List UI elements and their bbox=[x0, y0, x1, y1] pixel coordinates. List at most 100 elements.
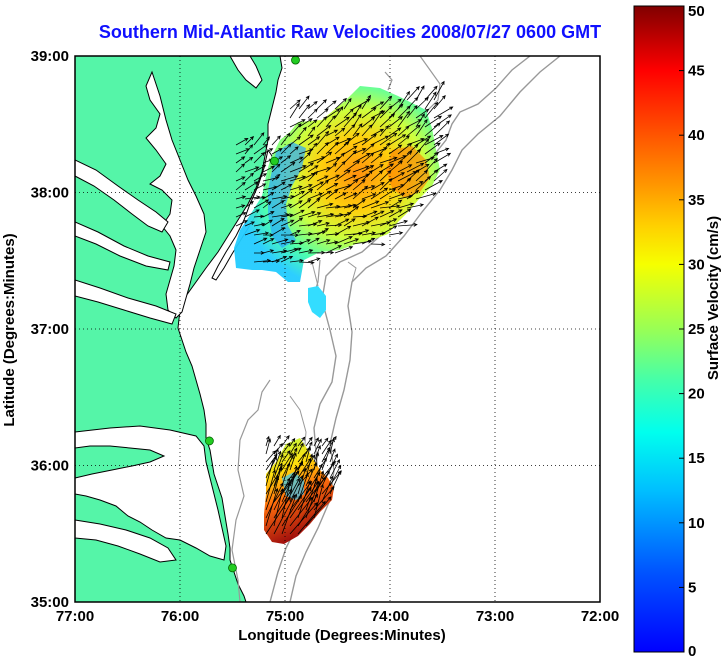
x-axis-ticks: 77:00 76:00 75:00 74:00 73:00 72:00 bbox=[56, 608, 619, 625]
velocity-vector bbox=[262, 148, 274, 155]
y-tick-label: 38:00 bbox=[31, 185, 69, 202]
rappahannock-river bbox=[75, 221, 171, 271]
velocity-vector bbox=[361, 107, 377, 119]
velocity-vector bbox=[370, 164, 384, 173]
colorbar-tick-label: 35 bbox=[688, 192, 705, 209]
velocity-vector bbox=[329, 437, 335, 455]
velocity-vector bbox=[235, 137, 249, 146]
x-tick-label: 72:00 bbox=[581, 608, 619, 625]
velocity-vector bbox=[352, 229, 370, 236]
velocity-vector bbox=[388, 192, 406, 200]
velocity-vector bbox=[334, 127, 346, 137]
velocity-vector bbox=[289, 460, 304, 487]
velocity-vector bbox=[289, 156, 304, 164]
velocity-vector bbox=[316, 116, 328, 128]
velocity-vector bbox=[397, 105, 411, 119]
velocity-vector bbox=[343, 160, 361, 173]
map-title: Southern Mid-Atlantic Raw Velocities 200… bbox=[98, 22, 602, 42]
velocity-vector bbox=[262, 219, 273, 227]
colorbar-tick-label: 40 bbox=[688, 127, 705, 144]
velocity-vector bbox=[271, 181, 286, 191]
velocity-vector bbox=[280, 239, 296, 245]
velocity-vector bbox=[307, 170, 319, 182]
velocity-vector bbox=[406, 104, 418, 119]
velocity-vector bbox=[253, 173, 267, 182]
velocity-vector bbox=[298, 126, 307, 137]
velocity-vector bbox=[379, 132, 398, 146]
velocity-vector bbox=[281, 450, 291, 463]
velocity-vector bbox=[388, 231, 404, 236]
velocity-vector bbox=[397, 202, 415, 209]
velocity-vector bbox=[424, 142, 441, 155]
velocity-vector bbox=[265, 482, 284, 519]
velocity-vector bbox=[305, 436, 313, 447]
x-tick-label: 73:00 bbox=[476, 608, 514, 625]
velocity-vector bbox=[297, 500, 326, 535]
velocity-vector bbox=[388, 103, 404, 119]
velocity-vector bbox=[235, 176, 246, 182]
velocity-vector bbox=[244, 229, 261, 236]
velocity-vector bbox=[235, 163, 246, 173]
velocity-vector bbox=[321, 437, 329, 447]
velocity-vector bbox=[379, 210, 395, 218]
velocity-vector bbox=[280, 219, 295, 227]
velocity-vector bbox=[321, 439, 332, 455]
velocity-vector bbox=[280, 255, 294, 263]
velocity-vector bbox=[298, 260, 315, 265]
velocity-vector bbox=[244, 166, 260, 173]
colorbar-tick-label: 20 bbox=[688, 386, 705, 403]
velocity-vectors bbox=[235, 80, 454, 535]
velocity-vector bbox=[273, 465, 283, 495]
velocity-vector bbox=[253, 151, 265, 164]
velocity-vector bbox=[273, 494, 296, 535]
velocity-vector bbox=[307, 142, 318, 155]
velocity-vector bbox=[361, 170, 373, 182]
velocity-vector bbox=[298, 162, 315, 173]
velocity-vector bbox=[334, 160, 346, 173]
velocity-vector bbox=[262, 201, 272, 209]
velocity-vector bbox=[406, 124, 421, 137]
velocity-vector bbox=[298, 103, 311, 119]
velocity-vector bbox=[307, 165, 319, 173]
velocity-vector bbox=[298, 118, 313, 128]
velocity-vector bbox=[329, 458, 340, 479]
velocity-vector bbox=[273, 453, 284, 479]
velocity-vector bbox=[415, 113, 425, 128]
velocity-vector bbox=[253, 183, 267, 191]
velocity-vector bbox=[298, 95, 310, 110]
velocity-vector bbox=[361, 237, 376, 245]
velocity-vector bbox=[406, 203, 425, 209]
station-marker bbox=[228, 563, 237, 573]
velocity-vector bbox=[298, 134, 314, 146]
y-tick-label: 35:00 bbox=[31, 594, 69, 611]
velocity-vector bbox=[307, 212, 322, 218]
velocity-vector bbox=[316, 108, 329, 119]
velocity-vector bbox=[280, 155, 292, 164]
north-velocity-slow-core bbox=[268, 142, 306, 248]
velocity-vector bbox=[406, 86, 420, 101]
velocity-vector bbox=[370, 210, 385, 218]
velocity-vector bbox=[352, 138, 369, 146]
velocity-vector bbox=[307, 237, 320, 245]
velocity-vector bbox=[343, 203, 357, 209]
velocity-vector bbox=[325, 245, 343, 254]
velocity-vector bbox=[370, 109, 384, 128]
velocity-vector bbox=[316, 190, 332, 200]
velocity-vector bbox=[334, 236, 353, 245]
velocity-vector bbox=[235, 212, 247, 218]
velocity-vector bbox=[343, 150, 357, 164]
velocity-vector bbox=[305, 496, 332, 527]
velocity-vector bbox=[297, 452, 306, 471]
y-axis-ticks: 39:00 38:00 37:00 36:00 35:00 bbox=[31, 48, 69, 611]
velocity-vector bbox=[361, 143, 375, 155]
velocity-vector bbox=[289, 452, 297, 471]
velocity-vector bbox=[265, 458, 275, 487]
velocity-vector bbox=[415, 96, 429, 110]
colorbar-tick-label: 15 bbox=[688, 450, 705, 467]
velocity-vector bbox=[316, 239, 331, 245]
velocity-vector bbox=[433, 168, 448, 182]
velocity-vector bbox=[280, 175, 299, 182]
colorbar bbox=[633, 5, 685, 653]
velocity-vector bbox=[289, 190, 305, 200]
velocity-vector bbox=[265, 469, 276, 503]
